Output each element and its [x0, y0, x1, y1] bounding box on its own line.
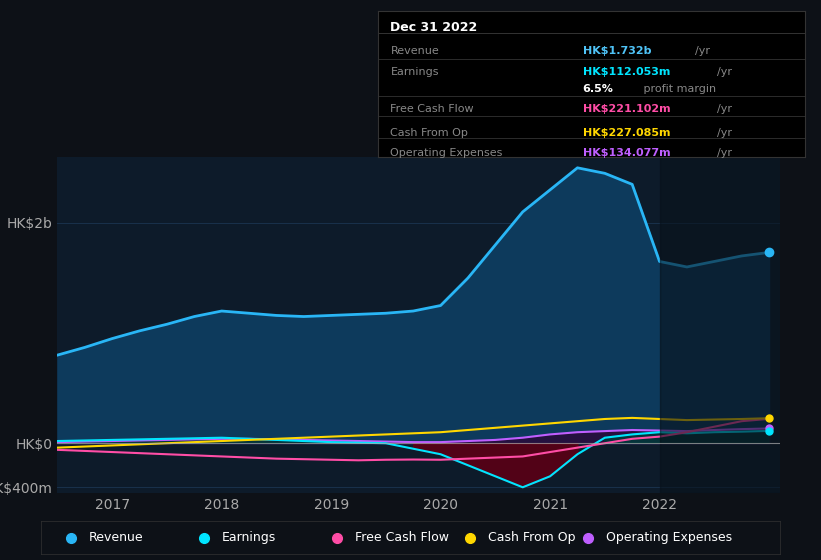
- Text: Earnings: Earnings: [222, 531, 277, 544]
- Text: Free Cash Flow: Free Cash Flow: [391, 104, 474, 114]
- Text: profit margin: profit margin: [640, 84, 716, 94]
- Text: Operating Expenses: Operating Expenses: [606, 531, 732, 544]
- Text: Cash From Op: Cash From Op: [391, 128, 468, 138]
- Text: Revenue: Revenue: [391, 46, 439, 56]
- Text: 6.5%: 6.5%: [583, 84, 613, 94]
- Text: HK$221.102m: HK$221.102m: [583, 104, 670, 114]
- Text: HK$112.053m: HK$112.053m: [583, 67, 670, 77]
- Text: Revenue: Revenue: [89, 531, 144, 544]
- Text: Dec 31 2022: Dec 31 2022: [391, 21, 478, 34]
- Text: HK$227.085m: HK$227.085m: [583, 128, 670, 138]
- Text: /yr: /yr: [718, 67, 732, 77]
- Text: Operating Expenses: Operating Expenses: [391, 148, 502, 158]
- Text: /yr: /yr: [718, 104, 732, 114]
- Text: /yr: /yr: [695, 46, 710, 56]
- Bar: [659, 157, 791, 493]
- Text: Cash From Op: Cash From Op: [488, 531, 576, 544]
- Text: Free Cash Flow: Free Cash Flow: [355, 531, 449, 544]
- Text: /yr: /yr: [718, 148, 732, 158]
- Text: HK$134.077m: HK$134.077m: [583, 148, 670, 158]
- Text: Earnings: Earnings: [391, 67, 439, 77]
- Text: HK$1.732b: HK$1.732b: [583, 46, 651, 56]
- Text: /yr: /yr: [718, 128, 732, 138]
